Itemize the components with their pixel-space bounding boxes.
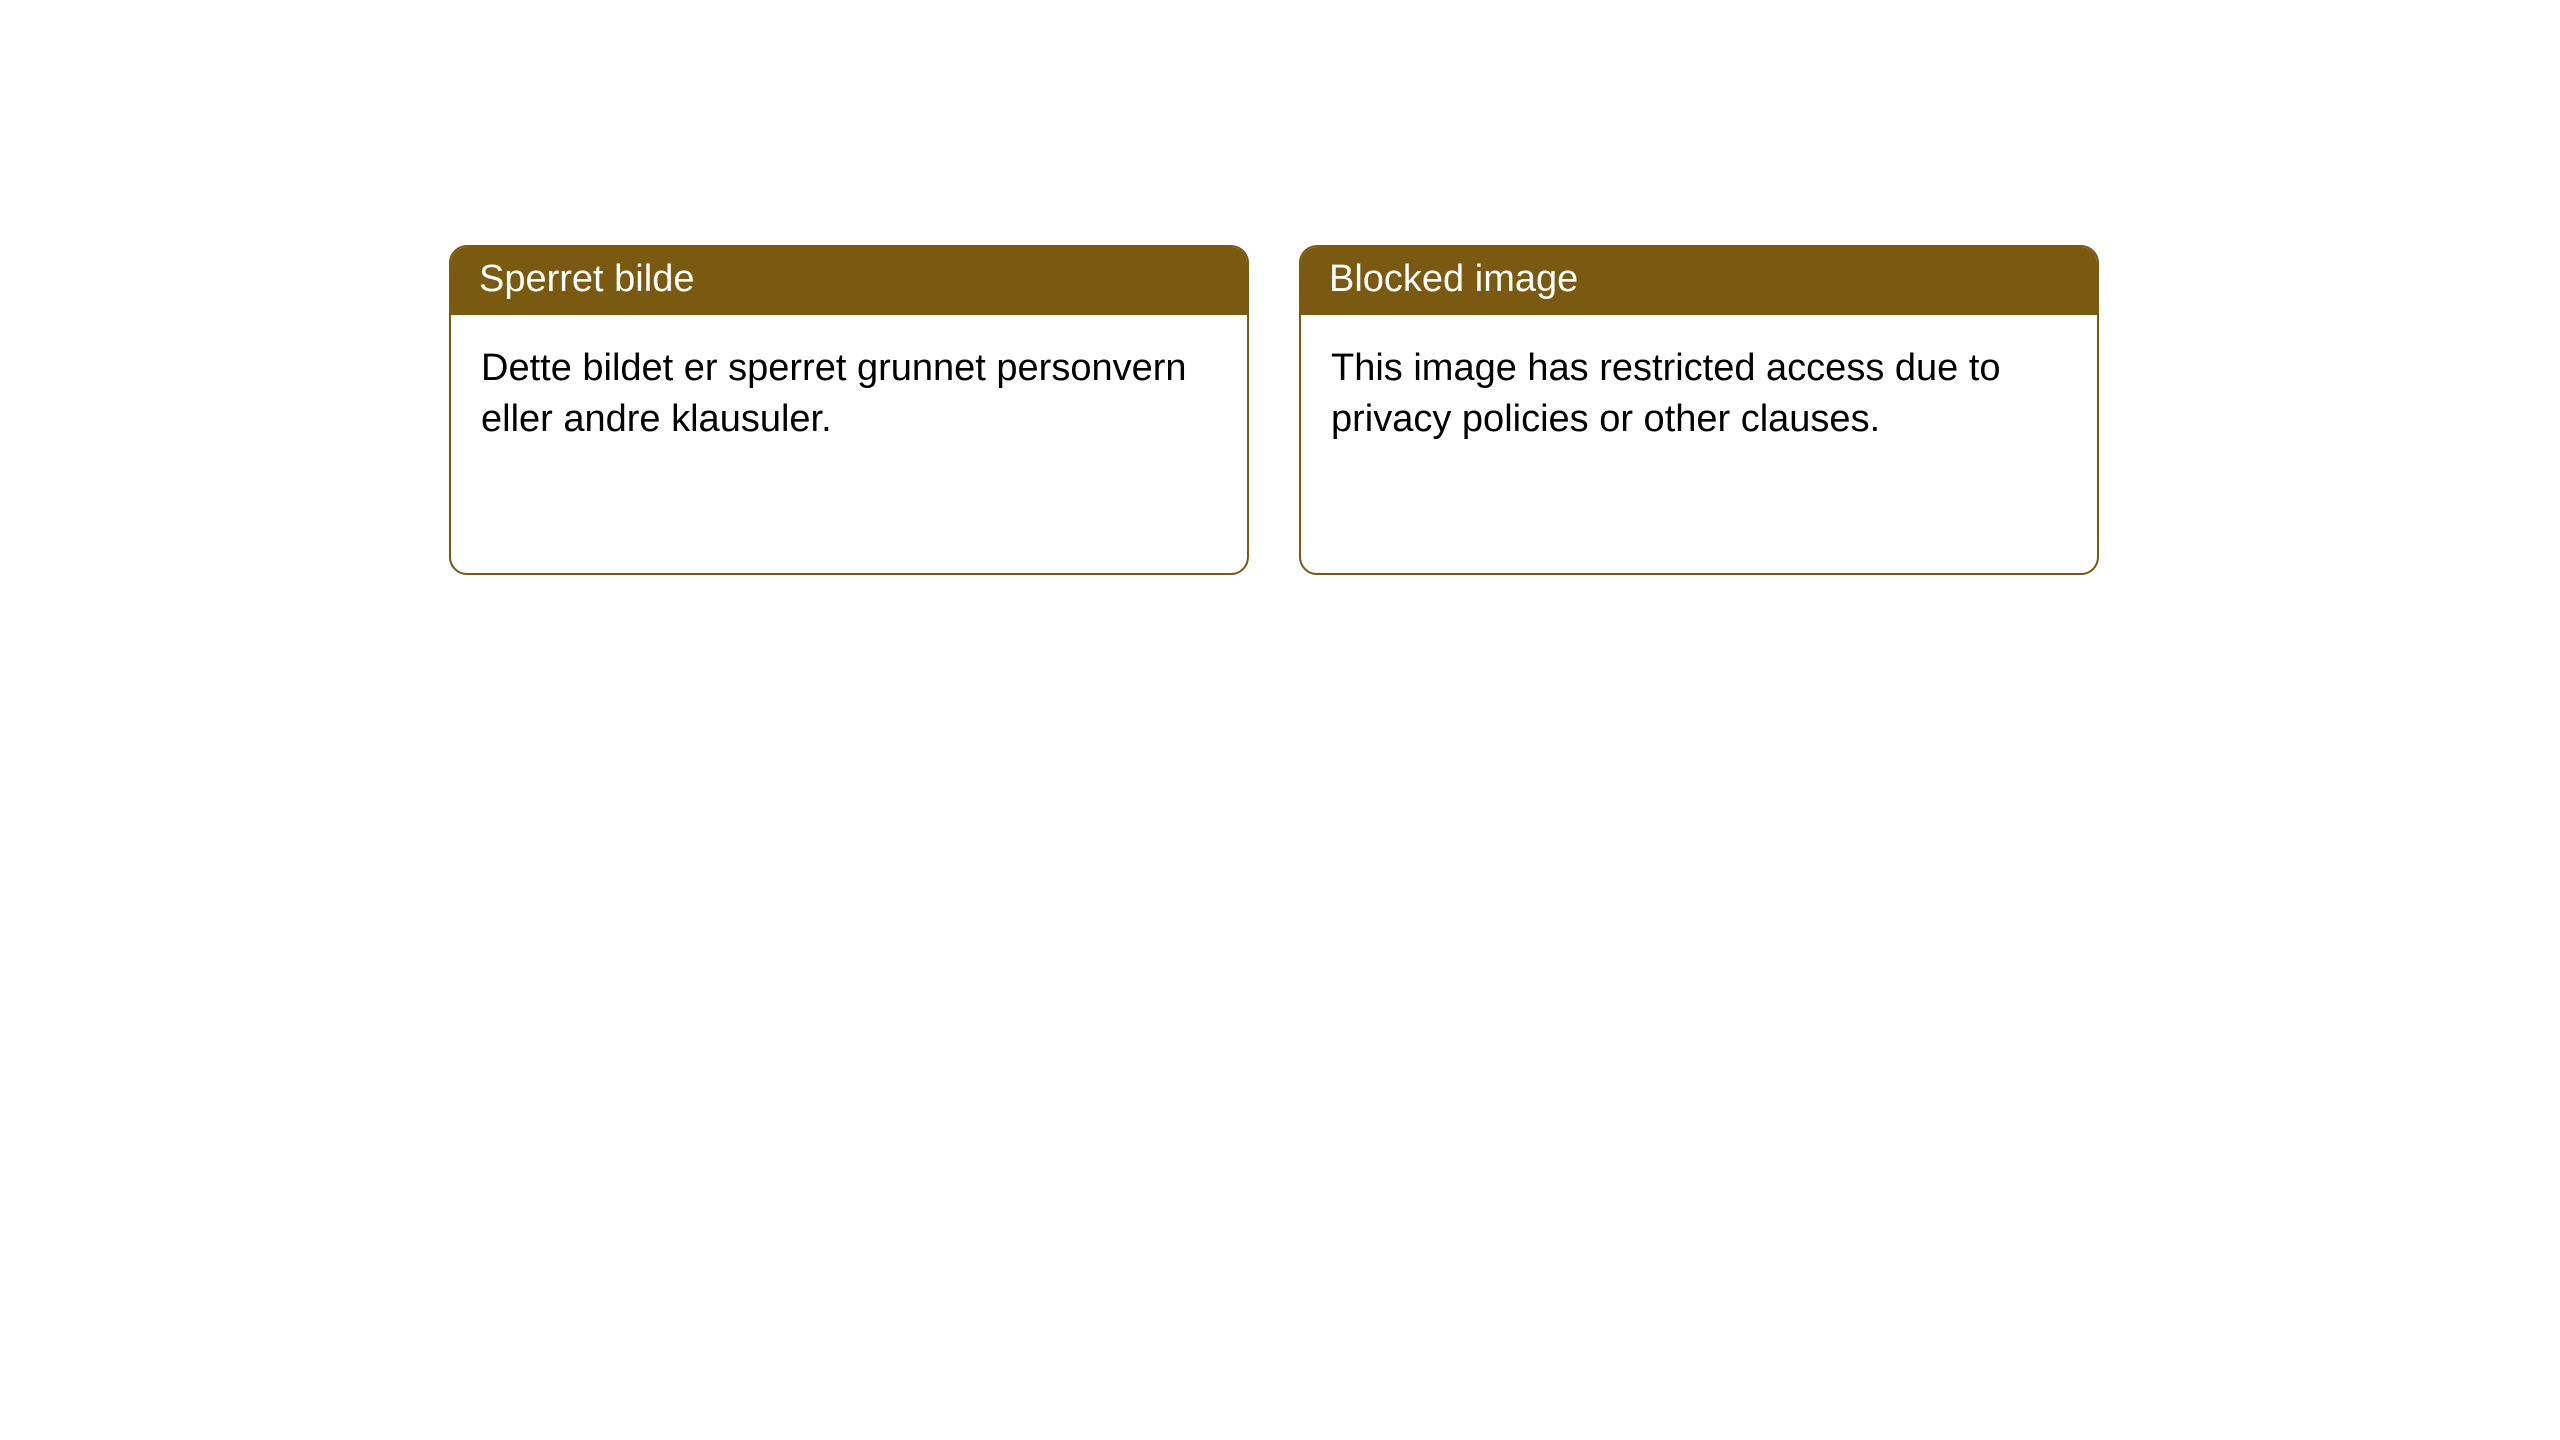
- card-body-text: Dette bildet er sperret grunnet personve…: [481, 347, 1187, 440]
- card-body: Dette bildet er sperret grunnet personve…: [451, 315, 1247, 474]
- card-body-text: This image has restricted access due to …: [1331, 347, 2001, 440]
- card-body: This image has restricted access due to …: [1301, 315, 2097, 474]
- card-header-text: Sperret bilde: [479, 258, 694, 300]
- card-header-text: Blocked image: [1329, 258, 1578, 300]
- blocked-image-card-en: Blocked image This image has restricted …: [1299, 245, 2099, 575]
- card-header: Blocked image: [1301, 247, 2097, 315]
- card-header: Sperret bilde: [451, 247, 1247, 315]
- blocked-image-cards: Sperret bilde Dette bildet er sperret gr…: [449, 245, 2099, 575]
- blocked-image-card-no: Sperret bilde Dette bildet er sperret gr…: [449, 245, 1249, 575]
